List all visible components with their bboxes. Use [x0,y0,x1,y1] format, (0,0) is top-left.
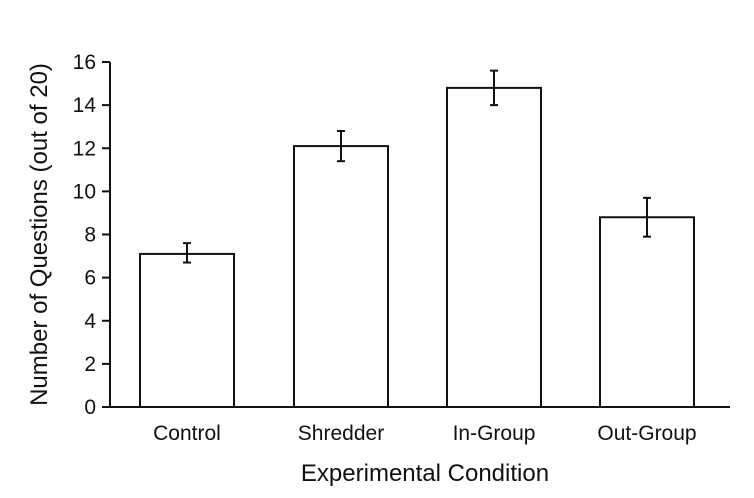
y-tick-label: 4 [84,310,96,333]
y-axis-title: Number of Questions (out of 20) [26,63,53,406]
bars-layer [139,86,695,408]
y-tick-label: 6 [84,267,96,290]
error-bars-layer [183,69,651,264]
bar-out-group [599,216,695,408]
x-tick-label: In-Group [453,422,536,445]
x-tick-label: Out-Group [597,422,696,445]
y-tick-label: 10 [73,180,96,203]
error-bar-shredder [337,130,345,163]
bar-shredder [293,145,389,408]
y-tick-label: 8 [84,224,96,247]
y-tick-label: 12 [73,137,96,160]
bar-control [139,252,235,408]
y-tick-label: 14 [73,94,97,117]
y-tick-label: 16 [73,51,96,74]
y-ticks-layer: 0 2 4 6 8 10 12 14 16 [73,51,110,419]
error-bar-in-group [490,69,498,107]
bar-in-group [446,86,542,408]
x-tick-label: Shredder [298,422,384,445]
x-tick-label: Control [153,422,221,445]
y-tick-label: 0 [84,396,96,419]
error-bar-control [183,242,191,264]
x-ticks-layer: Control Shredder In-Group Out-Group [153,422,696,445]
x-axis-title: Experimental Condition [301,460,549,487]
y-tick-label: 2 [84,353,96,376]
error-bar-out-group [643,196,651,238]
